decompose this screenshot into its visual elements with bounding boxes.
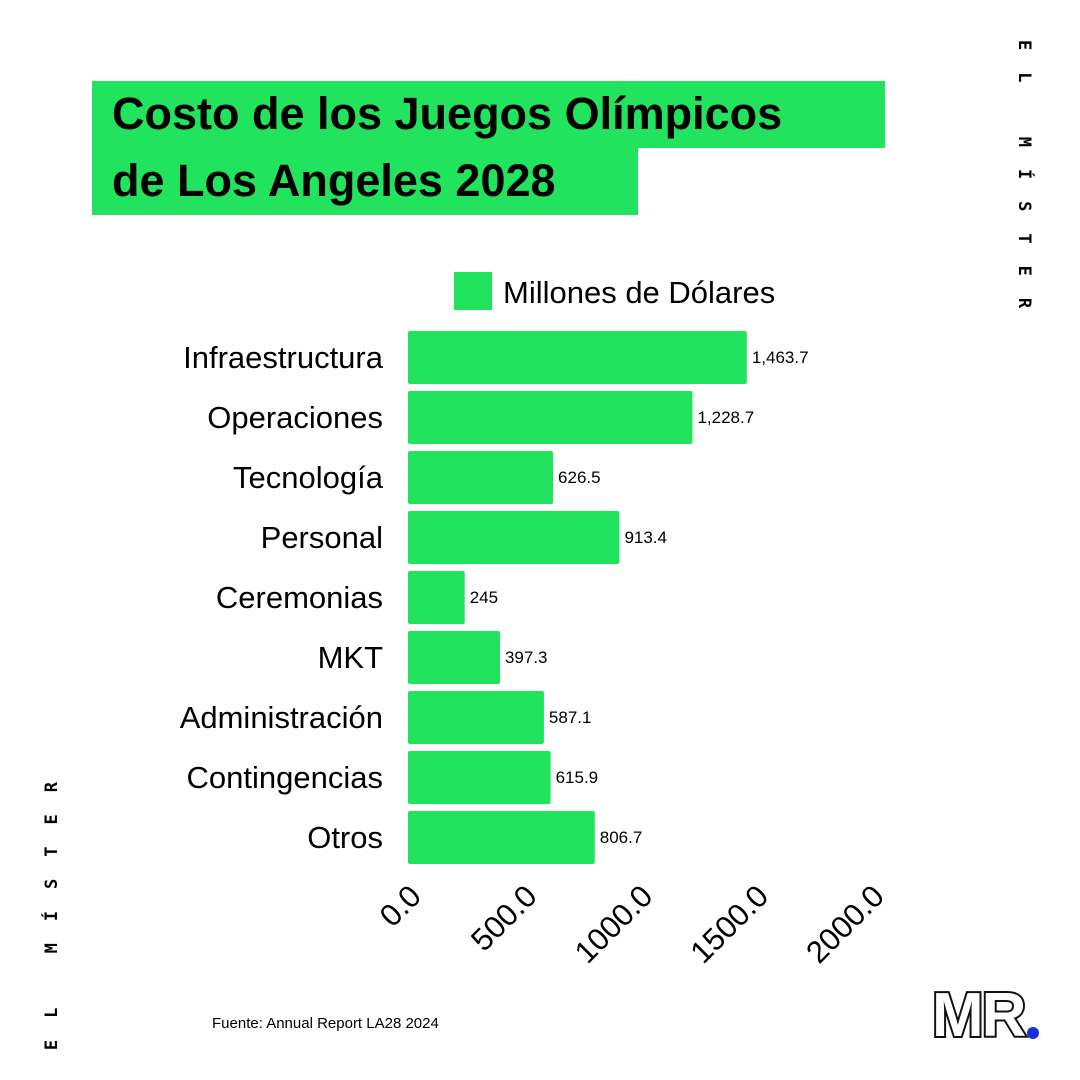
data-label-3: 913.4 — [624, 528, 667, 547]
x-tick-label-0: 0.0 — [373, 878, 428, 933]
data-label-4: 245 — [470, 588, 498, 607]
bar-3 — [408, 511, 620, 564]
legend-swatch — [454, 272, 492, 310]
bar-6 — [408, 691, 544, 744]
bar-0 — [408, 331, 747, 384]
source-note: Fuente: Annual Report LA28 2024 — [212, 1015, 439, 1032]
bar-1 — [408, 391, 693, 444]
x-tick-label-4: 2000.0 — [799, 878, 891, 970]
data-label-7: 615.9 — [556, 768, 599, 787]
chart-title-line-1: Costo de los Juegos Olímpicos — [92, 81, 885, 148]
category-label-8: Otros — [307, 820, 383, 855]
chart-title-line-2: de Los Angeles 2028 — [92, 148, 638, 215]
brand-logo: MR — [930, 979, 1039, 1048]
category-label-0: Infraestructura — [183, 340, 384, 375]
x-tick-label-1: 500.0 — [464, 878, 544, 958]
bar-chart: Millones de Dólares Infraestructura 1,463.… — [180, 272, 891, 970]
data-label-6: 587.1 — [549, 708, 592, 727]
x-tick-label-2: 1000.0 — [568, 878, 660, 970]
bar-5 — [408, 631, 500, 684]
bar-7 — [408, 751, 551, 804]
category-label-6: Administración — [180, 700, 383, 735]
data-label-0: 1,463.7 — [752, 348, 809, 367]
brand-logo-dot — [1027, 1027, 1039, 1039]
x-tick-label-3: 1500.0 — [683, 878, 775, 970]
brand-logo-text: MR — [932, 981, 1026, 1048]
bar-8 — [408, 811, 595, 864]
category-label-5: MKT — [318, 640, 384, 675]
brand-side-text-top: EL MÍSTER — [1014, 40, 1034, 331]
category-label-4: Ceremonias — [216, 580, 383, 615]
category-label-3: Personal — [261, 520, 383, 555]
category-label-2: Tecnología — [233, 460, 384, 495]
category-label-1: Operaciones — [207, 400, 383, 435]
data-label-8: 806.7 — [600, 828, 643, 847]
bar-2 — [408, 451, 554, 504]
data-label-1: 1,228.7 — [697, 408, 754, 427]
data-label-5: 397.3 — [505, 648, 548, 667]
legend-label: Millones de Dólares — [503, 275, 775, 310]
category-label-7: Contingencias — [187, 760, 383, 795]
data-label-2: 626.5 — [558, 468, 601, 487]
bar-4 — [408, 571, 465, 624]
